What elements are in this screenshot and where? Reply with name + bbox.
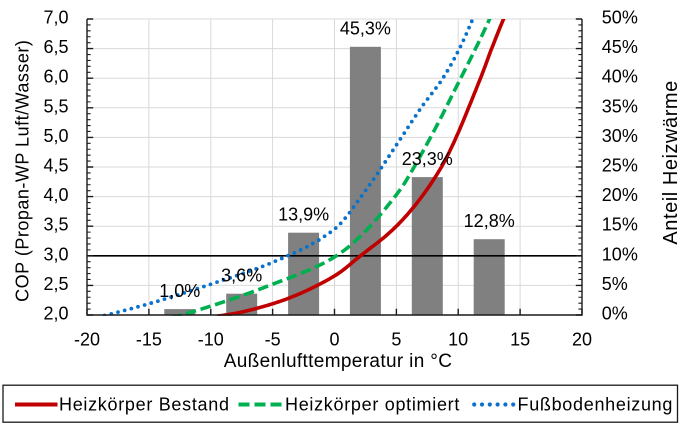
svg-text:-20: -20 [74, 329, 100, 349]
svg-text:15%: 15% [602, 215, 638, 235]
svg-text:12,8%: 12,8% [464, 211, 515, 231]
svg-text:-15: -15 [136, 329, 162, 349]
svg-text:5,0: 5,0 [43, 126, 68, 146]
svg-text:1,0%: 1,0% [159, 281, 200, 301]
svg-text:3,0: 3,0 [43, 244, 68, 264]
svg-text:Heizkörper optimiert: Heizkörper optimiert [285, 395, 460, 415]
svg-text:3,6%: 3,6% [221, 265, 262, 285]
svg-text:Heizkörper Bestand: Heizkörper Bestand [59, 395, 230, 415]
svg-text:40%: 40% [602, 67, 638, 87]
svg-text:45%: 45% [602, 37, 638, 57]
svg-text:6,5: 6,5 [43, 37, 68, 57]
svg-text:13,9%: 13,9% [278, 204, 329, 224]
svg-text:45,3%: 45,3% [340, 19, 391, 39]
svg-text:Anteil Heizwärme: Anteil Heizwärme [660, 80, 682, 244]
svg-text:25%: 25% [602, 156, 638, 176]
svg-text:20: 20 [572, 329, 592, 349]
svg-text:35%: 35% [602, 96, 638, 116]
svg-text:-5: -5 [265, 329, 281, 349]
svg-text:2,0: 2,0 [43, 304, 68, 324]
svg-text:Fußbodenheizung: Fußbodenheizung [518, 395, 674, 415]
svg-text:10: 10 [448, 329, 468, 349]
svg-text:4,0: 4,0 [43, 185, 68, 205]
svg-text:3,5: 3,5 [43, 215, 68, 235]
svg-text:15: 15 [510, 329, 530, 349]
svg-text:4,5: 4,5 [43, 156, 68, 176]
svg-text:5%: 5% [602, 274, 628, 294]
svg-text:6,0: 6,0 [43, 67, 68, 87]
svg-text:50%: 50% [602, 8, 638, 28]
svg-text:7,0: 7,0 [43, 8, 68, 28]
svg-text:5: 5 [391, 329, 401, 349]
svg-text:0: 0 [329, 329, 339, 349]
svg-text:20%: 20% [602, 185, 638, 205]
svg-text:23,3%: 23,3% [402, 149, 453, 169]
svg-text:5,5: 5,5 [43, 96, 68, 116]
svg-text:COP (Propan-WP Luft/Wasser): COP (Propan-WP Luft/Wasser) [13, 40, 33, 302]
svg-text:Außenlufttemperatur in °C: Außenlufttemperatur in °C [224, 351, 453, 372]
svg-text:0%: 0% [602, 304, 628, 324]
svg-text:10%: 10% [602, 244, 638, 264]
svg-text:-10: -10 [198, 329, 224, 349]
svg-text:2,5: 2,5 [43, 274, 68, 294]
svg-text:30%: 30% [602, 126, 638, 146]
